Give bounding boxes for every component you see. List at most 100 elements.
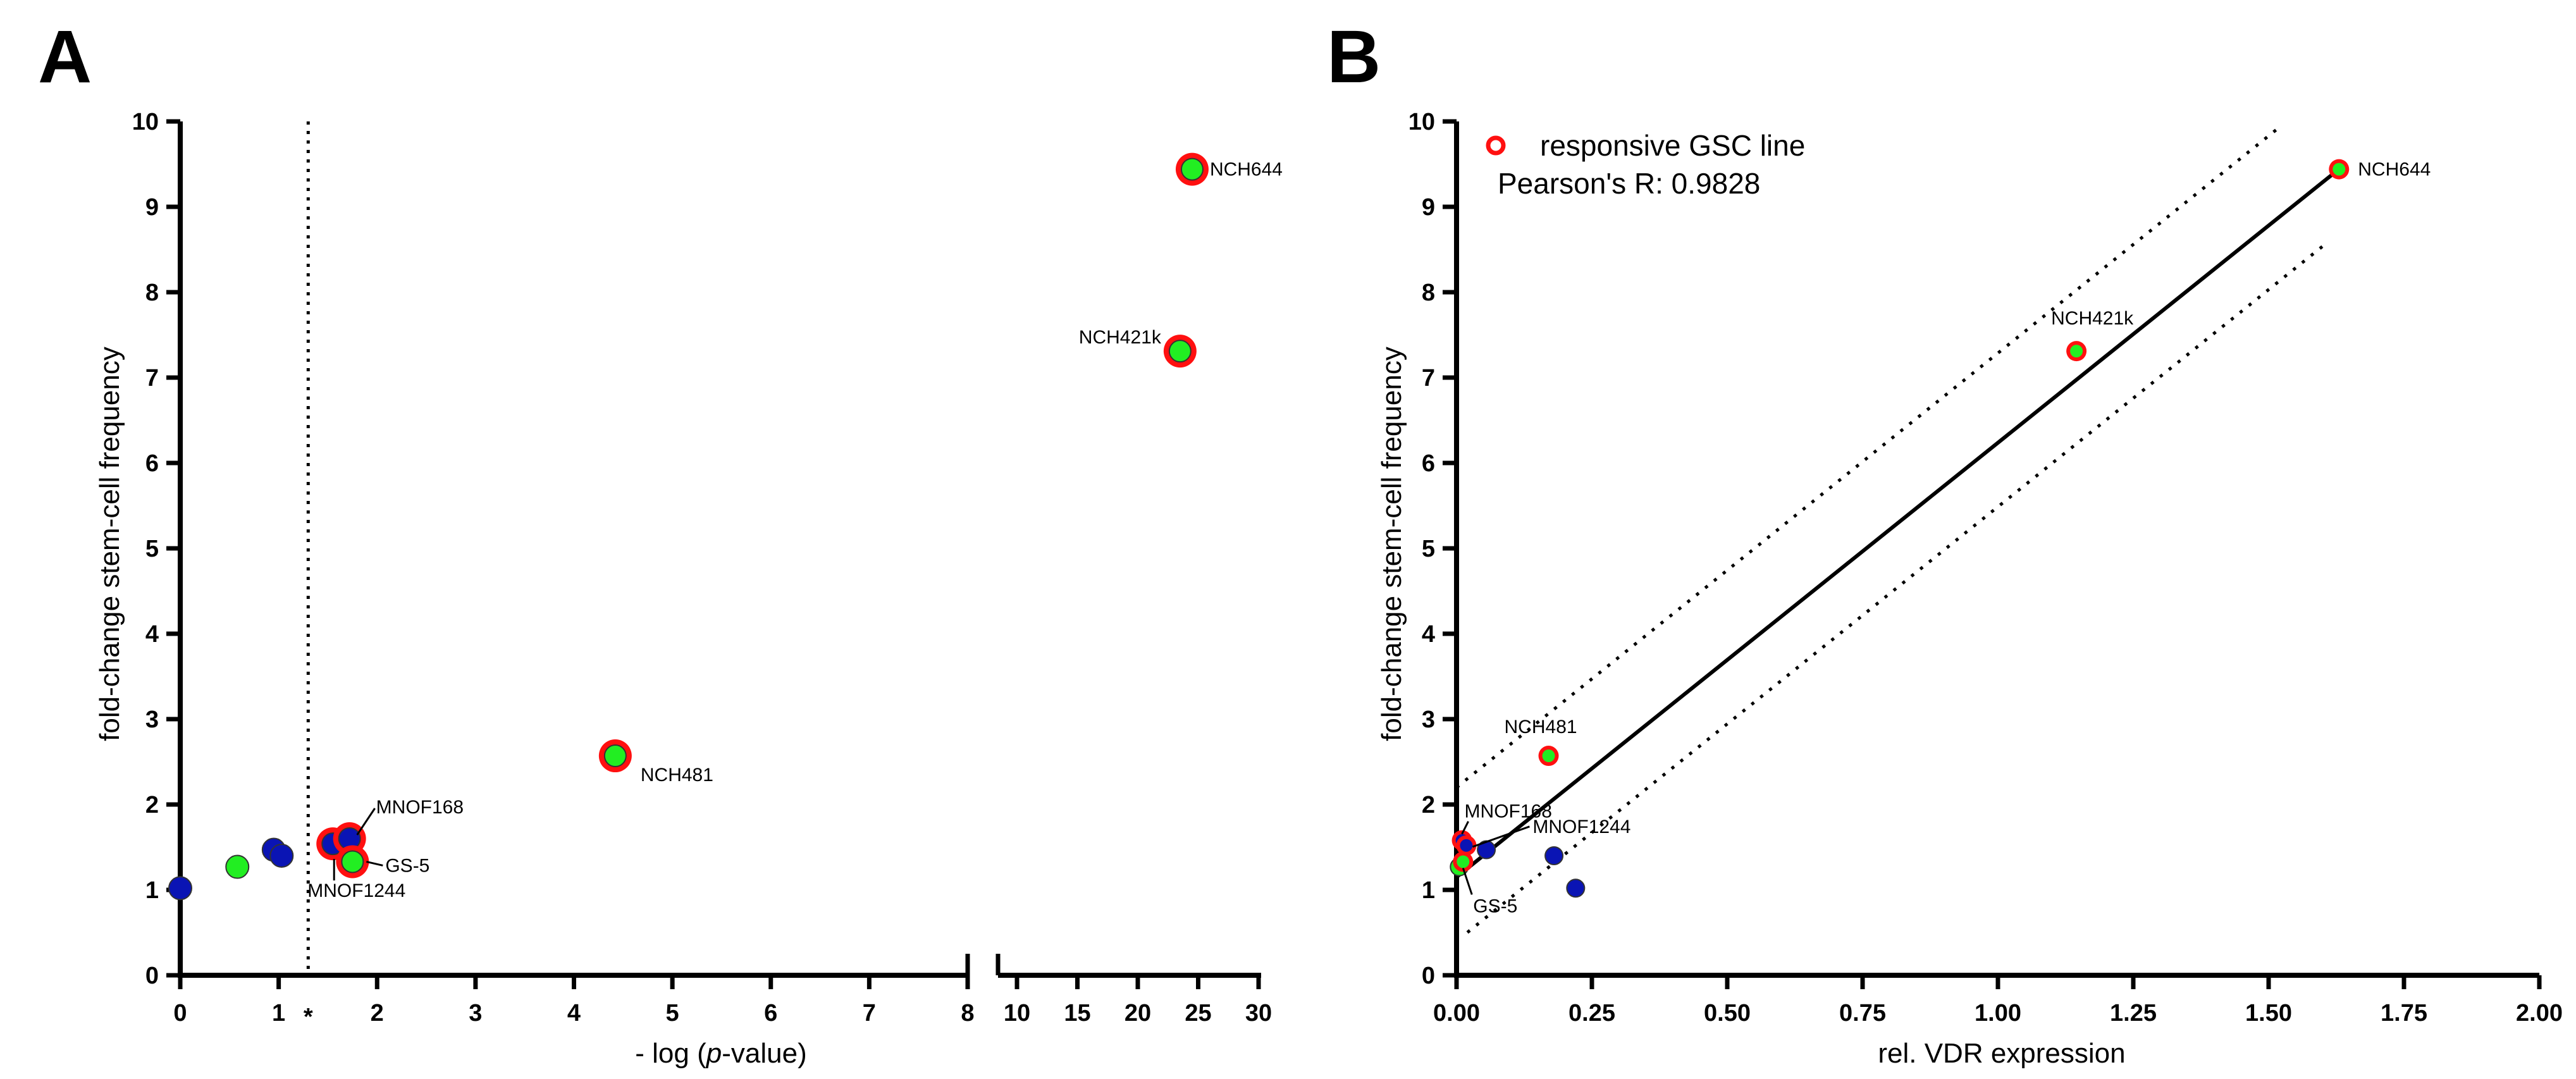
panel-a-x-tick-label: 0 (173, 1000, 187, 1027)
panel-b-x-tick-label: 1.75 (2381, 1000, 2427, 1027)
panel-b-point-6 (1457, 855, 1470, 868)
panel-b-point-8 (2070, 345, 2083, 358)
panel-b-y-tick-label: 1 (1422, 877, 1435, 904)
panel-b-point-9 (2333, 163, 2346, 176)
panel-a-x-tick-label: 10 (1004, 1000, 1030, 1027)
confidence-band-lower (1466, 245, 2324, 934)
panel-a-x-tick-label: 7 (863, 1000, 876, 1027)
panel-b-ylabel: fold-change stem-cell frequency (1376, 347, 1407, 741)
panel-a-x-tick-label: 3 (469, 1000, 482, 1027)
panel-a-points: MNOF1244 MNOF168 GS-5 NCH481 NCH421k NCH644 (168, 152, 1283, 901)
panel-a-point-3 (269, 844, 294, 868)
panel-a-x-tick-label: 8 (961, 1000, 974, 1027)
panel-b-y-tick-label: 10 (1408, 109, 1435, 135)
panel-b-point-label: NCH481 (1505, 717, 1577, 737)
panel-b-x-tick-label: 0.50 (1704, 1000, 1751, 1027)
panel-b-y-tick-label: 2 (1422, 792, 1435, 818)
panel-a-x-tick-label: 25 (1185, 1000, 1211, 1027)
panel-a-y-tick-label: 5 (145, 536, 159, 562)
panel-a-point-8 (1168, 340, 1192, 363)
panel-a-y-tick-label: 4 (145, 621, 159, 648)
panel-b-point-label: NCH421k (2051, 308, 2134, 329)
panel-a-xlabel-suffix: -value) (722, 1038, 807, 1069)
panel-b-point-label: NCH644 (2358, 159, 2431, 180)
panel-a-point-1 (225, 854, 250, 879)
panel-a-point-label: NCH421k (1079, 327, 1162, 348)
regression-line (1455, 168, 2341, 879)
panel-a-point-9 (1180, 157, 1204, 181)
panel-b-point-1 (1544, 846, 1564, 865)
panel-b-point-2 (1566, 879, 1586, 898)
panel-a-leader-line (366, 860, 383, 866)
panel-a-point-label: MNOF1244 (307, 880, 405, 901)
panel-a-xlabel-prefix: - log ( (635, 1038, 706, 1069)
panel-a-point-label: NCH644 (1210, 159, 1283, 180)
confidence-band-upper (1455, 126, 2281, 789)
panel-a-point-6 (341, 850, 364, 873)
panel-a-x-tick-label: 6 (764, 1000, 777, 1027)
panel-a-x-tick-label: 1 (272, 1000, 285, 1027)
panel-b-point-5 (1460, 839, 1473, 852)
panel-a-point-label: MNOF168 (376, 797, 464, 818)
panel-b-x-tick-label: 1.00 (1975, 1000, 2021, 1027)
panel-b-x-tick-label: 1.25 (2110, 1000, 2157, 1027)
panel-b-leader-line (1472, 825, 1530, 848)
panel-a-y-tick-label: 9 (145, 194, 159, 221)
significance-threshold-marker: * (304, 1004, 313, 1030)
panel-b: B fold-change stem-cell frequency rel. V… (1327, 15, 2563, 1069)
panel-a-y-tick-label: 2 (145, 792, 159, 818)
panel-a-x-tick-label: 30 (1245, 1000, 1272, 1027)
panel-a-x-tick-label: 2 (371, 1000, 384, 1027)
panel-b-y-tick-label: 8 (1422, 280, 1435, 306)
panel-a-y-tick-label: 10 (132, 109, 159, 135)
panel-b-point-label: MNOF168 (1465, 801, 1552, 822)
panel-b-x-tick-label: 0.25 (1568, 1000, 1615, 1027)
panel-a-point-0 (168, 876, 192, 901)
panel-b-y-tick-label: 6 (1422, 450, 1435, 477)
panel-b-leader-line (1461, 821, 1469, 835)
panel-b-x-tick-label: 2.00 (2516, 1000, 2563, 1027)
panel-a-y-tick-label: 1 (145, 877, 159, 904)
panel-a-y-tick-label: 7 (145, 365, 159, 392)
panel-b-xlabel: rel. VDR expression (1878, 1038, 2125, 1069)
panel-a-ylabel: fold-change stem-cell frequency (94, 347, 125, 741)
panel-a-axes: 0 1 2 3 4 5 6 7 8 9 10 0 1 2 3 4 5 6 7 8 10 15 20 25 30 (132, 109, 1272, 1027)
panel-b-y-tick-label: 4 (1422, 621, 1435, 648)
panel-a-x-tick-label: 15 (1064, 1000, 1090, 1027)
panel-b-point-7 (1542, 749, 1555, 763)
panel-b-point-label: GS-5 (1473, 896, 1517, 916)
panel-b-x-tick-label: 1.50 (2245, 1000, 2292, 1027)
panel-a-letter: A (38, 15, 92, 99)
panel-b-y-tick-label: 7 (1422, 365, 1435, 392)
panel-b-legend: responsive GSC line Pearson's R: 0.9828 (1486, 129, 1805, 200)
panel-a-y-tick-label: 0 (145, 963, 159, 989)
panel-b-y-tick-label: 5 (1422, 536, 1435, 562)
panel-a-point-7 (603, 744, 627, 768)
panel-b-leader-line (1462, 867, 1473, 895)
panel-a-xlabel: - log (p-value) (635, 1038, 806, 1069)
panel-a-threshold: * (304, 121, 313, 1030)
panel-b-y-tick-label: 9 (1422, 194, 1435, 221)
panel-b-letter: B (1327, 15, 1381, 99)
panel-a-y-tick-label: 8 (145, 280, 159, 306)
panel-a-point-label: GS-5 (385, 855, 429, 876)
pearson-r-text: Pearson's R: 0.9828 (1498, 167, 1760, 200)
panel-a-xlabel-italic: p (705, 1038, 722, 1069)
panel-a-point-label: NCH481 (641, 765, 713, 786)
panel-b-x-tick-label: 0.75 (1839, 1000, 1886, 1027)
panel-a-x-tick-label: 4 (567, 1000, 581, 1027)
panel-a-y-tick-label: 6 (145, 450, 159, 477)
legend-ring-marker (1486, 135, 1506, 156)
panel-a-y-tick-label: 3 (145, 706, 159, 733)
panel-a: A fold-change stem-cell frequency - log … (38, 15, 1283, 1069)
panel-b-y-tick-label: 0 (1422, 963, 1435, 989)
panel-a-x-tick-label: 5 (666, 1000, 679, 1027)
panel-b-y-tick-label: 3 (1422, 706, 1435, 733)
panel-a-leader-line (356, 808, 376, 835)
panel-b-point-label: MNOF1244 (1532, 817, 1630, 837)
panel-b-regression (1455, 126, 2341, 934)
legend-label: responsive GSC line (1540, 129, 1805, 162)
panel-a-x-tick-label: 20 (1125, 1000, 1151, 1027)
